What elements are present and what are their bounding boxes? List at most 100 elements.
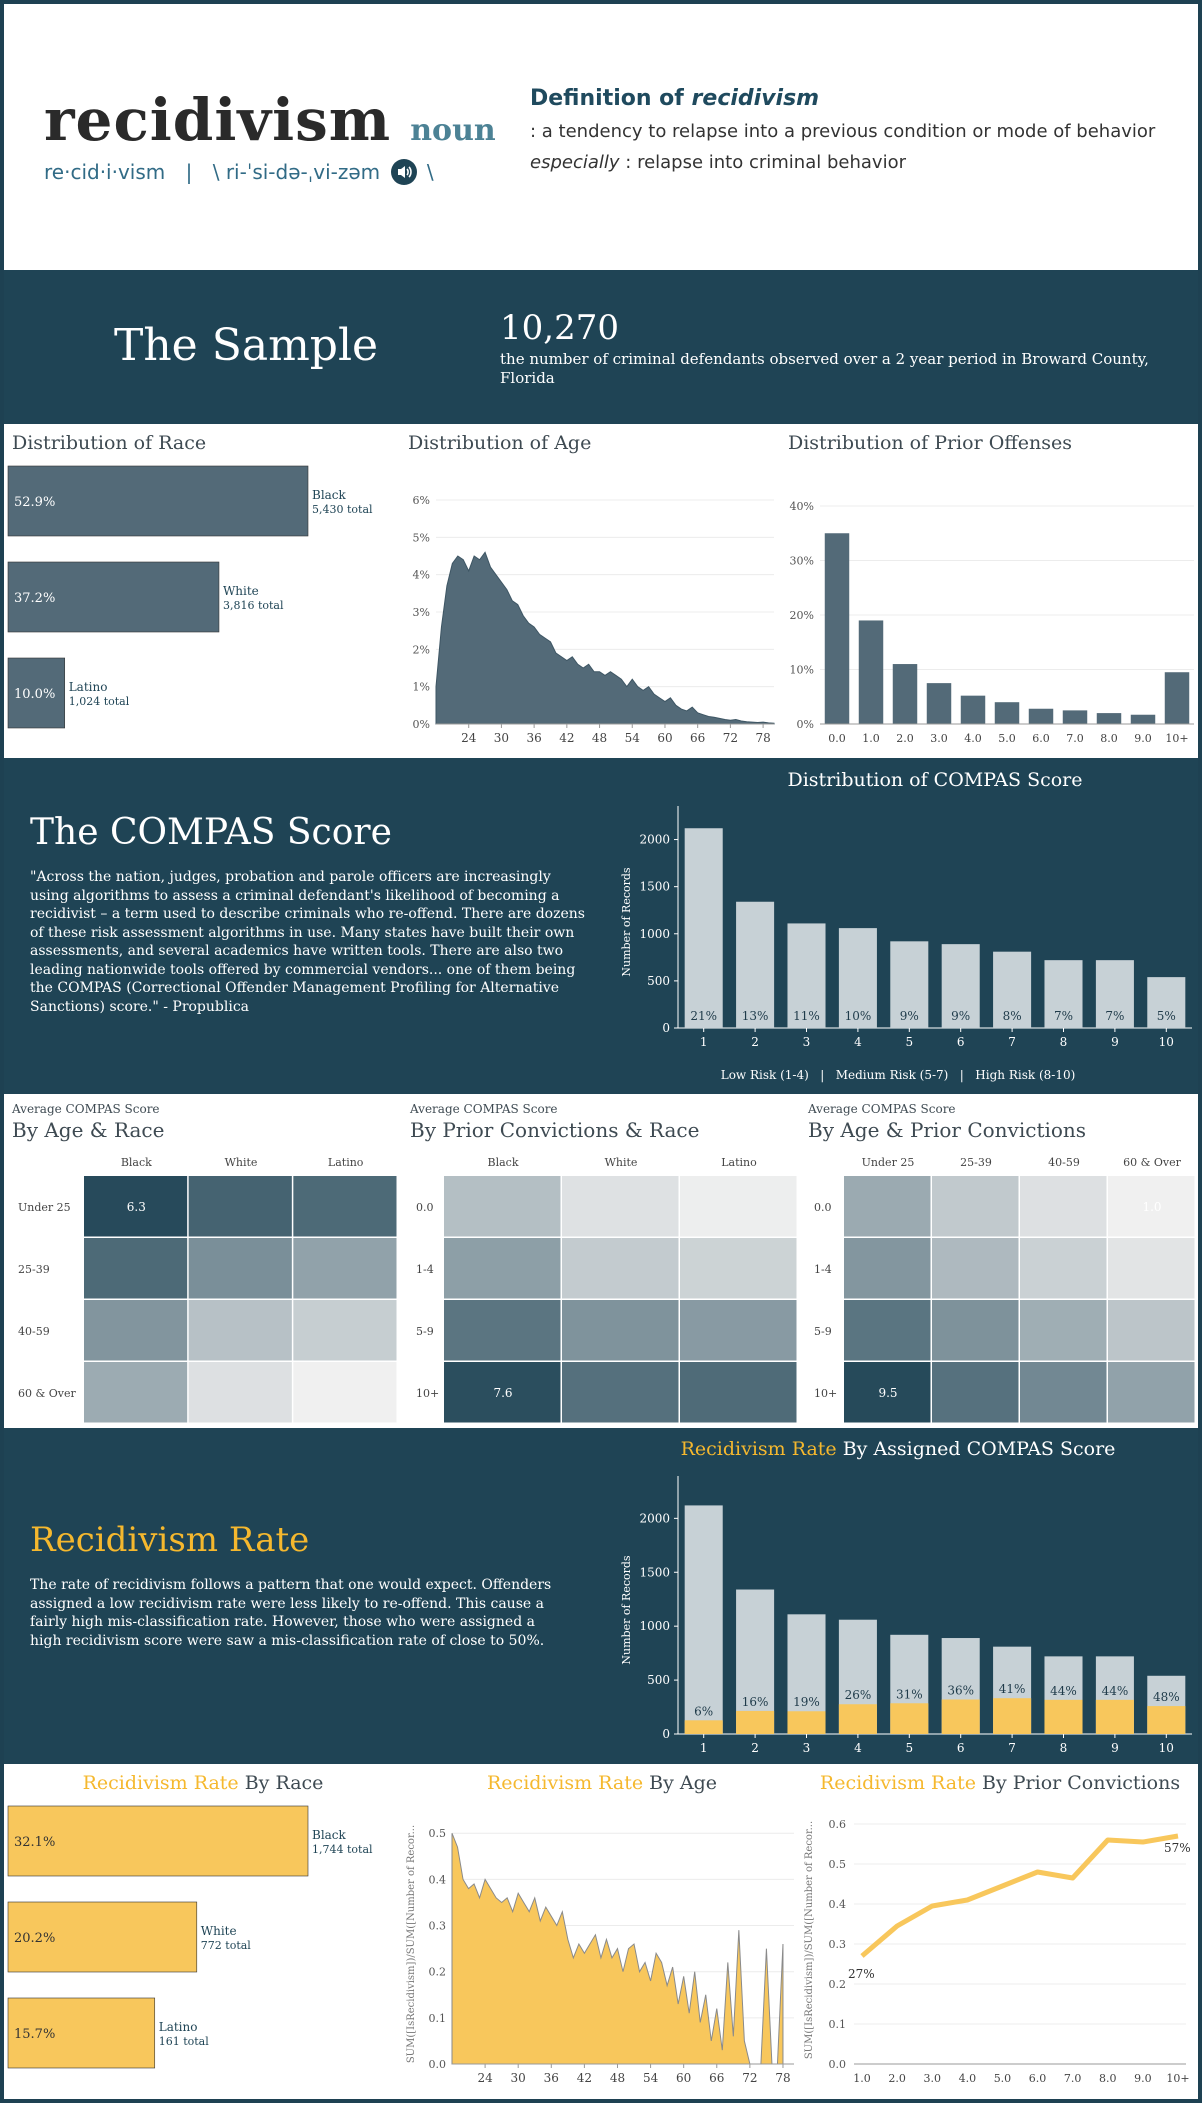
bar-value-label: 6% <box>694 1704 713 1718</box>
heatmap-cell <box>188 1300 292 1361</box>
heatmap-prior-race-subtitle: Average COMPAS Score <box>410 1102 558 1116</box>
y-tick-label: 4% <box>413 569 430 582</box>
y-tick-label: 1000 <box>639 927 670 941</box>
recidivism-text: The rate of recidivism follows a pattern… <box>30 1577 552 1649</box>
sample-description: the number of criminal defendants observ… <box>500 350 1149 387</box>
x-tick-label: 54 <box>625 731 641 745</box>
bar-value-label: 44% <box>1102 1684 1129 1698</box>
y-tick-label: 0.6 <box>829 1818 847 1831</box>
heatmap-age-race-chart: Black White Latino Under 25 6.3 25-39 40-59 60 … <box>18 1156 397 1423</box>
bar-black <box>7 1805 309 1877</box>
bar-prior-8 <box>1096 713 1122 724</box>
heatmap-cell <box>562 1176 679 1237</box>
x-tick-label: 6 <box>957 1035 965 1049</box>
heatmap-cell <box>293 1238 397 1299</box>
recidivism-section: Recidivism Rate The rate of recidivism f… <box>4 1428 1198 1764</box>
x-tick-label: 1.0 <box>853 2072 871 2085</box>
age-distribution-panel: Distribution of Age 0% 1% 2% 3% 4% 5% 6% 24 30 36… <box>400 424 780 758</box>
heatmap-cell <box>293 1300 397 1361</box>
x-tick-label: 30 <box>511 2071 526 2085</box>
definition-heading-word: recidivism <box>691 86 820 111</box>
x-tick-label: 4.0 <box>964 732 982 745</box>
y-tick-label: 500 <box>647 974 670 988</box>
x-tick-label: 8 <box>1060 1035 1068 1049</box>
y-tick-label: 1% <box>413 681 430 694</box>
x-tick-label: 72 <box>742 2071 757 2085</box>
bar-value-label: 11% <box>793 1009 820 1023</box>
x-tick-label: 7 <box>1008 1035 1016 1049</box>
x-tick-label: 6 <box>957 1741 965 1755</box>
definition-text-block: Definition of recidivism : a tendency to… <box>530 86 1190 173</box>
bar-latino <box>7 657 66 729</box>
bar-value-label: 26% <box>845 1688 872 1702</box>
bar-category-label: Black <box>312 1828 347 1842</box>
bar-score-3 <box>787 923 826 1028</box>
bar-category-label: Black <box>312 488 347 502</box>
x-tick-label: 48 <box>592 731 607 745</box>
heatmap-row-label: 10+ <box>814 1387 837 1400</box>
heatmap-prior-race-chart: Black White Latino 0.0 1-4 5-9 10+ 7.6 <box>416 1156 797 1423</box>
prior-distribution-chart: 0% 10% 20% 30% 40% 0.0 1.0 2.0 3.0 4.0 5.0 6.0 7.0 8.… <box>790 500 1194 745</box>
race-distribution-title: Distribution of Race <box>12 432 207 454</box>
x-tick-label: 72 <box>723 731 738 745</box>
heatmap-cell-label: 6.3 <box>127 1200 146 1214</box>
heatmap-age-race-panel: Average COMPAS Score By Age & Race Black… <box>4 1094 402 1428</box>
x-tick-label: 5 <box>905 1741 913 1755</box>
definition-line-1: : a tendency to relapse into a previous … <box>530 121 1156 142</box>
x-tick-label: 9 <box>1111 1035 1119 1049</box>
y-tick-label: 0.1 <box>829 2018 847 2031</box>
heatmap-cell <box>932 1176 1019 1237</box>
age-distribution-title: Distribution of Age <box>408 432 592 454</box>
y-tick-label: 2% <box>413 643 430 656</box>
x-tick-label: 36 <box>544 2071 559 2085</box>
definition-especially: especially <box>530 152 620 173</box>
compas-distribution-chart: 0 500 1000 1500 2000 Number of Records 21% 1 13%… <box>620 769 1192 1049</box>
y-tick-label: 2000 <box>639 1511 670 1525</box>
bar-value-label: 5% <box>1157 1009 1176 1023</box>
bar-value-label: 36% <box>947 1683 974 1697</box>
heatmap-age-prior-title: By Age & Prior Convictions <box>808 1118 1087 1142</box>
definition-heading: Definition of recidivism <box>530 86 1190 111</box>
bar-prior-1 <box>858 620 884 724</box>
y-tick-label: 6% <box>413 494 430 507</box>
bar-recid-score-10 <box>1147 1706 1186 1734</box>
heatmap-cell <box>293 1362 397 1423</box>
recid-compas-title-rest: By Assigned COMPAS Score <box>836 1438 1116 1460</box>
heatmap-cell <box>562 1238 679 1299</box>
x-tick-label: 3 <box>803 1035 811 1049</box>
x-tick-label: 48 <box>610 2071 625 2085</box>
definition-heading-text: Definition of <box>530 86 684 111</box>
y-tick-label: 0 <box>662 1021 670 1035</box>
x-tick-label: 42 <box>577 2071 592 2085</box>
x-tick-label: 7 <box>1008 1741 1016 1755</box>
bar-value-label: 16% <box>742 1695 769 1709</box>
y-tick-label: 0.2 <box>829 1978 847 1991</box>
bar-score-5 <box>890 941 929 1028</box>
y-tick-label: 30% <box>790 555 814 568</box>
bar-value-label: 10% <box>845 1009 872 1023</box>
heatmap-row-label: 60 & Over <box>18 1387 77 1400</box>
x-tick-label: 3.0 <box>923 2072 941 2085</box>
recid-age-title-gold: Recidivism Rate <box>487 1772 644 1794</box>
definition-section: recidivism noun re·cid·i·vism | \ ri-ˈsi… <box>4 4 1198 270</box>
x-tick-label: 42 <box>559 731 574 745</box>
audio-icon[interactable] <box>390 158 417 185</box>
heatmap-cell <box>444 1176 561 1237</box>
x-tick-label: 8 <box>1060 1741 1068 1755</box>
heatmap-section: Average COMPAS Score By Age & Race Black… <box>4 1094 1198 1428</box>
heatmap-row-label: 1-4 <box>416 1263 434 1276</box>
line-annotation-start: 27% <box>848 1967 875 1981</box>
definition-line-2: especially : relapse into criminal behav… <box>530 152 1190 173</box>
bar-category-label: White <box>201 1924 237 1938</box>
heatmap-column-label: Latino <box>721 1156 757 1169</box>
recid-age-title-rest: By Age <box>643 1772 717 1794</box>
y-axis-label: Number of Records <box>620 867 633 977</box>
heatmap-row-label: 5-9 <box>814 1325 832 1338</box>
bar-value-label: 31% <box>896 1687 923 1701</box>
heatmap-cell <box>680 1238 797 1299</box>
bar-category-label: Latino <box>69 680 108 694</box>
x-tick-label: 2.0 <box>888 2072 906 2085</box>
sample-count: 10,270 <box>500 308 619 348</box>
pron-separator: | <box>185 160 193 184</box>
